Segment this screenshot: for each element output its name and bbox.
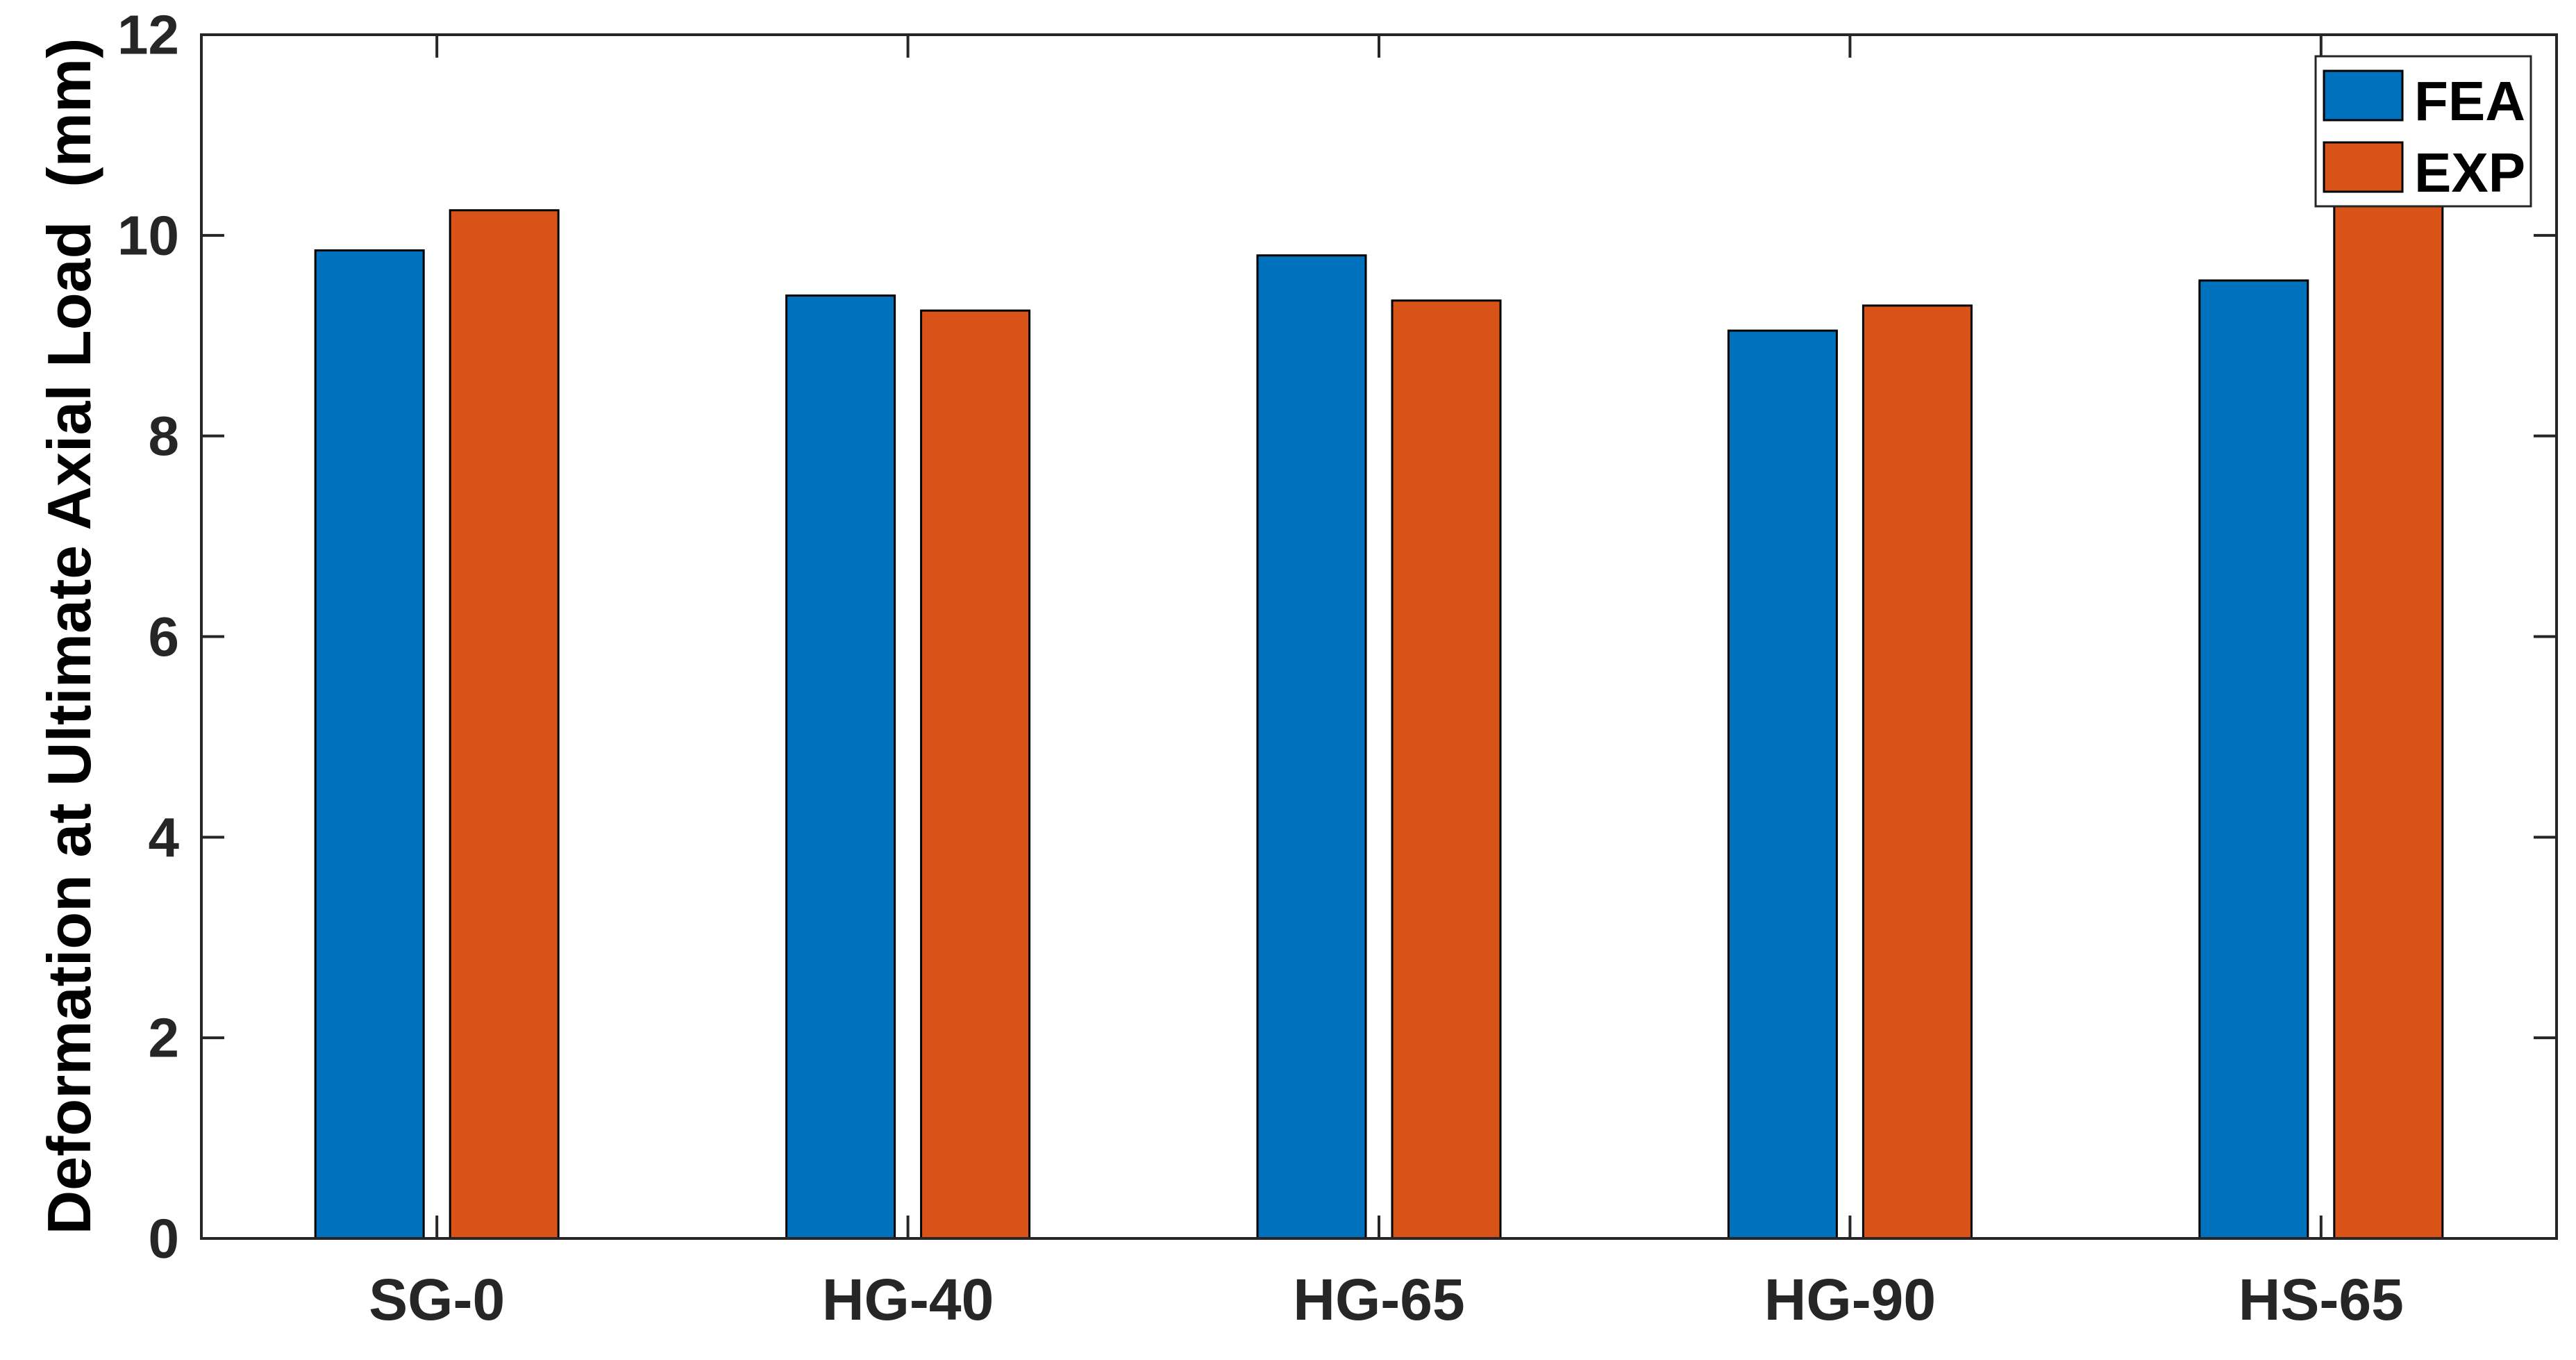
x-tick-label: SG-0 — [369, 1267, 505, 1332]
bars — [314, 174, 2444, 1240]
legend-entries: FEA EXP — [2323, 69, 2525, 204]
bar-fea-hg-65 — [1256, 254, 1367, 1240]
y-tick-label: 8 — [149, 405, 180, 467]
y-tick-label: 0 — [149, 1208, 180, 1270]
x-tick-label: HG-90 — [1764, 1267, 1936, 1332]
bar-fea-hg-40 — [785, 294, 896, 1240]
legend-swatch-fea — [2323, 69, 2404, 122]
bar-exp-hs-65 — [2333, 174, 2444, 1240]
y-tick-label: 12 — [117, 4, 179, 66]
y-tick-labels: 0 2 4 6 8 10 12 — [117, 4, 179, 1270]
bar-exp-hg-90 — [1862, 304, 1973, 1240]
bar-exp-sg-0 — [449, 209, 560, 1240]
y-tick-label: 4 — [149, 806, 180, 868]
y-tick-label: 10 — [117, 204, 179, 266]
plot-box — [200, 33, 2558, 1240]
legend-label-fea: FEA — [2414, 70, 2525, 132]
bar-fea-hg-90 — [1727, 329, 1838, 1240]
x-tick-label: HG-40 — [822, 1267, 994, 1332]
legend-label-exp: EXP — [2414, 142, 2525, 204]
x-tick-label: HS-65 — [2239, 1267, 2404, 1332]
legend: FEA EXP — [2314, 55, 2532, 208]
x-tick-labels: SG-0 HG-40 HG-65 HG-90 HS-65 — [369, 1267, 2404, 1332]
bar-fea-sg-0 — [314, 249, 425, 1240]
bar-exp-hg-65 — [1391, 299, 1502, 1240]
legend-swatch-exp — [2323, 141, 2404, 193]
bar-exp-hg-40 — [920, 309, 1031, 1240]
bar-fea-hs-65 — [2198, 279, 2309, 1240]
y-tick-label: 6 — [149, 606, 180, 667]
y-tick-label: 2 — [149, 1007, 180, 1069]
y-axis-title: Deformation at Ultimate Axial Load (mm) — [35, 38, 103, 1235]
x-tick-label: HG-65 — [1293, 1267, 1464, 1332]
